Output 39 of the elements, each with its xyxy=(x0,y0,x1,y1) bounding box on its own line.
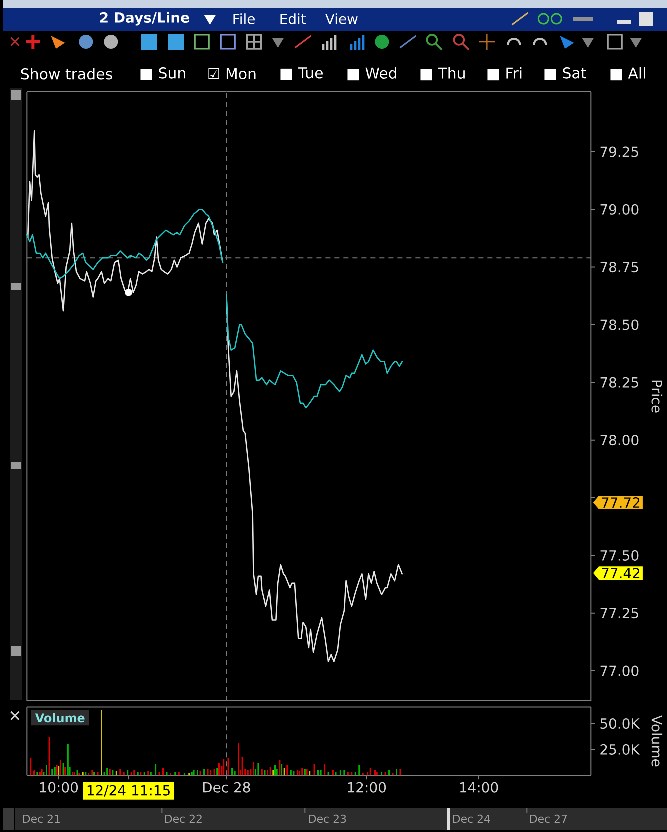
y-tick-label: 25.0K xyxy=(600,744,640,755)
text: 77.42 xyxy=(602,568,640,578)
text: Dec 23 xyxy=(309,814,346,824)
text: ■ Sat xyxy=(544,68,586,80)
text: View xyxy=(325,14,358,24)
y-tick-label: 78.00 xyxy=(600,435,639,446)
text: ■ All xyxy=(610,67,646,81)
x-tick-label: 10:00 xyxy=(40,782,78,793)
text: ■ Sun xyxy=(140,68,186,80)
x-tick-label: 12/24 11:15 xyxy=(88,785,170,797)
y-tick-label: 78.25 xyxy=(600,377,638,388)
x-tick-label: 12:00 xyxy=(348,782,386,793)
text: ■ Tue xyxy=(280,68,323,80)
y-tick-label: 79.00 xyxy=(600,204,639,215)
text: 77.72 xyxy=(602,498,640,508)
y-tick-label: 78.50 xyxy=(600,320,639,330)
text: Dec 22 xyxy=(165,814,202,824)
y-tick-label: 78.75 xyxy=(600,262,638,273)
text: ☑ Mon xyxy=(208,68,256,80)
y-tick-label: 77.25 xyxy=(600,608,638,619)
text: Dec 21 xyxy=(23,814,60,824)
text: File xyxy=(234,14,255,24)
text: Dec 27 xyxy=(530,814,567,824)
text: 2 Days/Line xyxy=(100,12,190,26)
x-tick-label: 14:00 xyxy=(460,782,498,793)
text: ■ Fri xyxy=(488,67,522,81)
y-tick-label: 50.0K xyxy=(600,718,640,730)
text: ■ Thu xyxy=(420,67,465,81)
y-tick-label: 77.50 xyxy=(600,550,639,561)
y-tick-label: 79.25 xyxy=(600,146,638,158)
y-tick-label: 77.00 xyxy=(600,666,639,676)
y-axis-title: Price xyxy=(652,380,662,413)
text: Edit xyxy=(280,14,306,24)
y-axis-title: Volume xyxy=(652,716,662,767)
x-tick-label: Dec 28 xyxy=(203,782,250,793)
text: ■ Wed xyxy=(348,67,396,81)
text: Dec 24 xyxy=(453,814,490,824)
text: Show trades xyxy=(21,68,112,80)
chart-title: Volume xyxy=(35,713,85,723)
